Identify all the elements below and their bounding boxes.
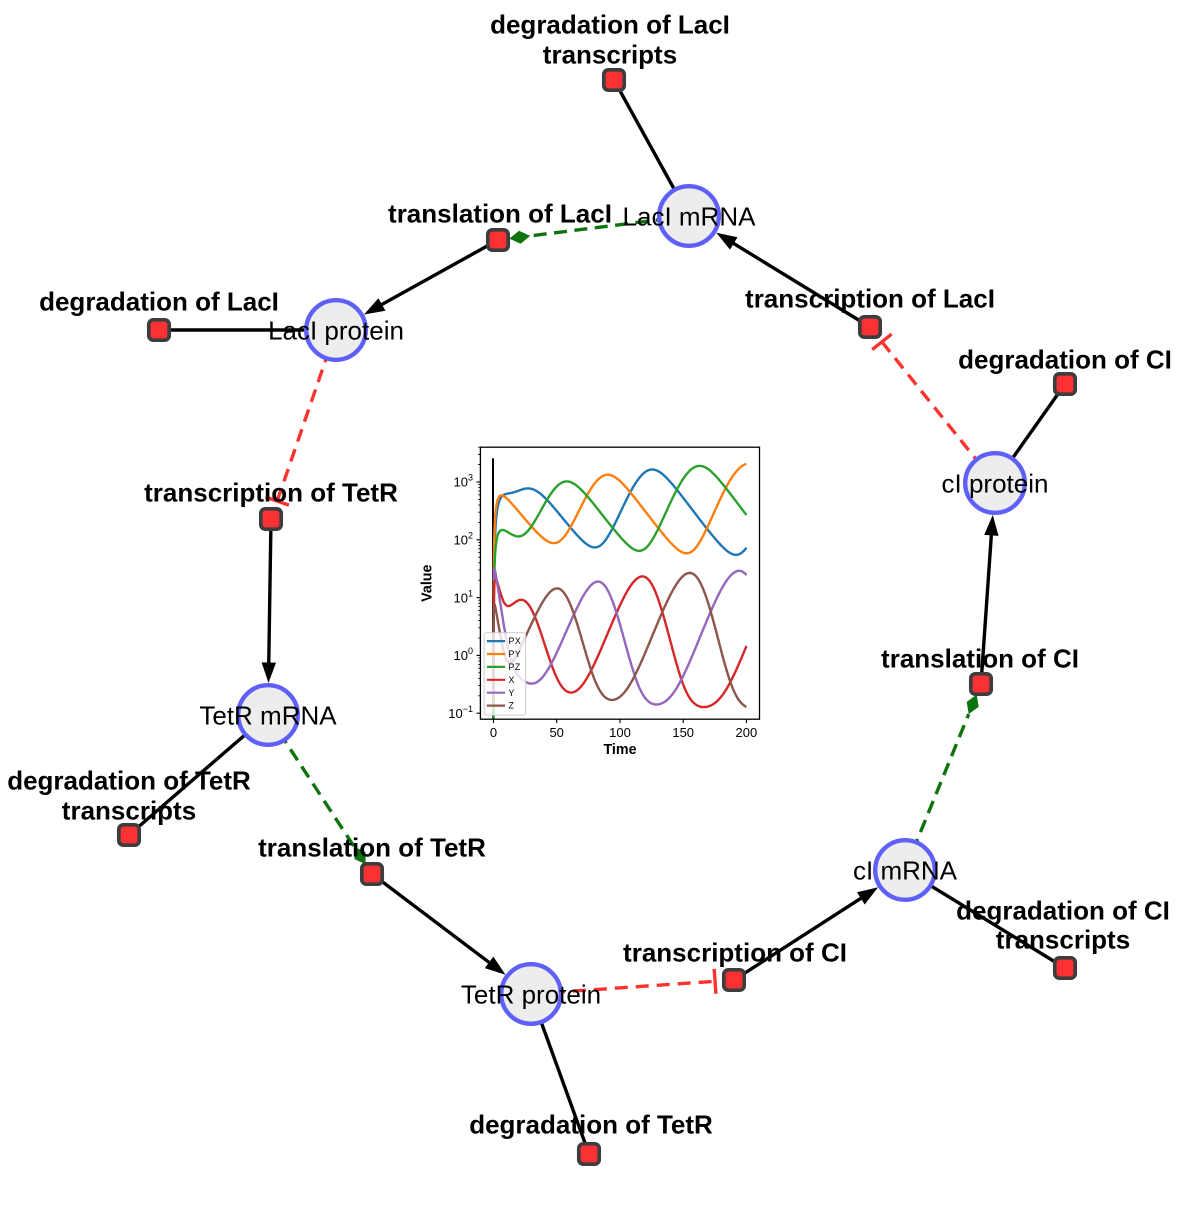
- svg-text:X: X: [509, 675, 515, 685]
- svg-text:Value: Value: [420, 564, 436, 601]
- svg-text:TetR protein: TetR protein: [461, 980, 601, 1010]
- svg-text:degradation of TetR: degradation of TetR: [469, 1110, 713, 1140]
- svg-text:cI protein: cI protein: [942, 469, 1049, 499]
- svg-text:transcripts: transcripts: [62, 796, 196, 826]
- svg-text:transcripts: transcripts: [543, 40, 677, 70]
- svg-text:TetR mRNA: TetR mRNA: [199, 701, 337, 731]
- svg-text:degradation of CI: degradation of CI: [956, 896, 1170, 926]
- svg-text:200: 200: [736, 725, 758, 740]
- svg-text:150: 150: [672, 725, 694, 740]
- svg-text:LacI protein: LacI protein: [268, 316, 404, 346]
- svg-text:translation of TetR: translation of TetR: [258, 833, 486, 863]
- svg-text:transcription of TetR: transcription of TetR: [144, 478, 398, 508]
- svg-text:transcription of CI: transcription of CI: [623, 938, 847, 968]
- svg-text:LacI mRNA: LacI mRNA: [623, 202, 757, 232]
- svg-text:cI mRNA: cI mRNA: [853, 856, 958, 886]
- svg-text:degradation of LacI: degradation of LacI: [39, 287, 279, 317]
- svg-text:Time: Time: [603, 742, 636, 758]
- svg-text:transcription of LacI: transcription of LacI: [745, 284, 995, 314]
- svg-text:Y: Y: [509, 688, 515, 698]
- svg-text:degradation of TetR: degradation of TetR: [7, 766, 251, 796]
- svg-text:Z: Z: [509, 701, 515, 711]
- svg-text:transcripts: transcripts: [996, 925, 1130, 955]
- svg-text:translation of CI: translation of CI: [881, 644, 1079, 674]
- svg-text:PY: PY: [509, 649, 522, 659]
- svg-text:0: 0: [490, 725, 497, 740]
- svg-text:100: 100: [609, 725, 631, 740]
- svg-text:degradation of LacI: degradation of LacI: [490, 10, 730, 40]
- svg-text:PZ: PZ: [509, 662, 521, 672]
- svg-text:degradation of CI: degradation of CI: [958, 345, 1172, 375]
- svg-text:PX: PX: [509, 636, 522, 646]
- svg-text:translation of LacI: translation of LacI: [388, 199, 612, 229]
- svg-text:50: 50: [549, 725, 563, 740]
